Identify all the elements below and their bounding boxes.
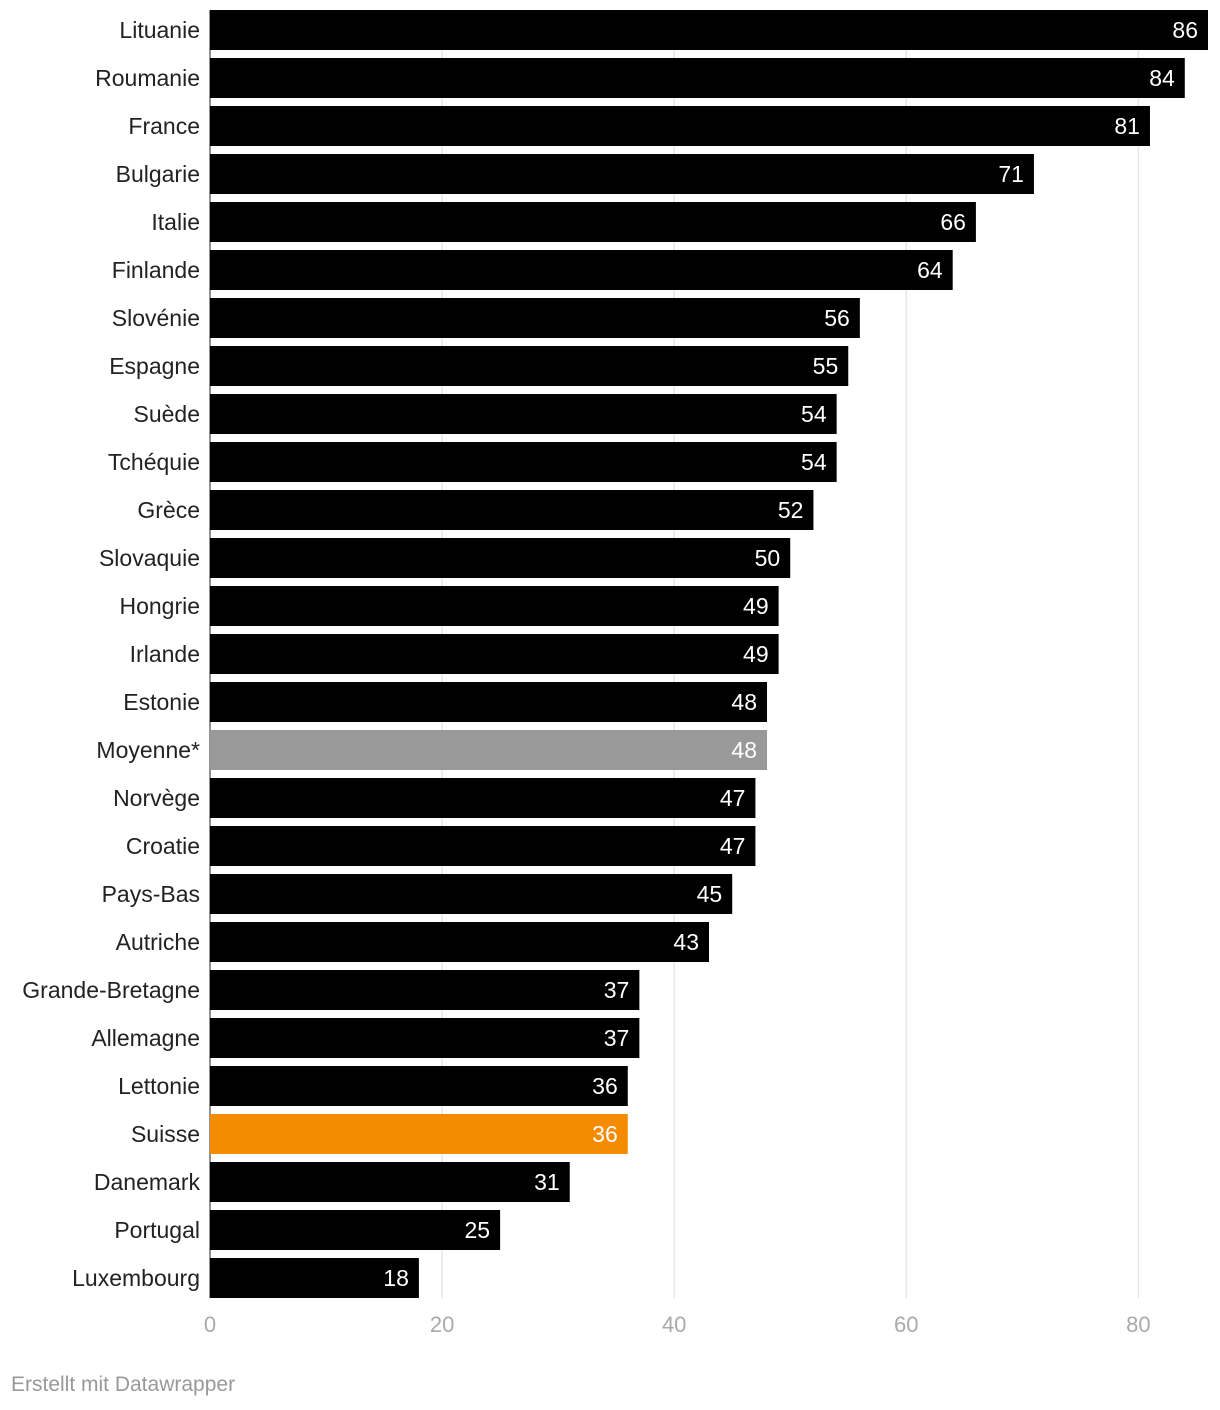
bar-espagne[interactable] <box>210 346 849 386</box>
category-label-espagne: Espagne <box>109 353 200 379</box>
bar-lettonie[interactable] <box>210 1066 628 1106</box>
bar-pays-bas[interactable] <box>210 874 733 914</box>
value-label-espagne: 55 <box>813 353 839 379</box>
category-label-grèce: Grèce <box>137 497 200 523</box>
category-label-france: France <box>128 113 200 139</box>
x-tick-label-40: 40 <box>662 1312 686 1337</box>
bar-grande-bretagne[interactable] <box>210 970 640 1010</box>
bar-tchéquie[interactable] <box>210 442 837 482</box>
bar-moyenne[interactable] <box>210 730 768 770</box>
category-label-autriche: Autriche <box>116 929 200 955</box>
x-tick-label-20: 20 <box>430 1312 454 1337</box>
value-label-grèce: 52 <box>778 497 804 523</box>
bar-allemagne[interactable] <box>210 1018 640 1058</box>
category-labels: Lituanie Roumanie France Bulgarie Italie Finl… <box>22 17 200 1291</box>
category-label-luxembourg: Luxembourg <box>72 1265 200 1291</box>
value-label-france: 81 <box>1114 113 1140 139</box>
bar-suisse[interactable] <box>210 1114 628 1154</box>
category-label-suède: Suède <box>133 401 200 427</box>
bar-hongrie[interactable] <box>210 586 779 626</box>
bar-estonie[interactable] <box>210 682 768 722</box>
category-label-irlande: Irlande <box>130 641 200 667</box>
value-label-slovaquie: 50 <box>755 545 781 571</box>
category-label-suisse: Suisse <box>131 1121 200 1147</box>
value-label-roumanie: 84 <box>1149 65 1175 91</box>
bar-finlande[interactable] <box>210 250 953 290</box>
bar-danemark[interactable] <box>210 1162 570 1202</box>
x-axis-ticks: 0 20 40 60 80 <box>204 1312 1151 1337</box>
value-label-croatie: 47 <box>720 833 746 859</box>
bar-slovaquie[interactable] <box>210 538 791 578</box>
value-label-bulgarie: 71 <box>998 161 1024 187</box>
category-label-portugal: Portugal <box>114 1217 200 1243</box>
category-label-hongrie: Hongrie <box>119 593 200 619</box>
bar-roumanie[interactable] <box>210 58 1185 98</box>
bar-suède[interactable] <box>210 394 837 434</box>
category-label-slovénie: Slovénie <box>112 305 200 331</box>
category-label-estonie: Estonie <box>123 689 200 715</box>
category-label-lettonie: Lettonie <box>118 1073 200 1099</box>
bar-italie[interactable] <box>210 202 976 242</box>
bar-irlande[interactable] <box>210 634 779 674</box>
bar-portugal[interactable] <box>210 1210 501 1250</box>
bar-france[interactable] <box>210 106 1150 146</box>
value-label-allemagne: 37 <box>604 1025 630 1051</box>
category-label-finlande: Finlande <box>112 257 200 283</box>
bar-norvège[interactable] <box>210 778 756 818</box>
value-label-tchéquie: 54 <box>801 449 827 475</box>
bar-lituanie[interactable] <box>210 10 1208 50</box>
category-label-pays-bas: Pays-Bas <box>102 881 200 907</box>
category-label-grande-bretagne: Grande-Bretagne <box>22 977 200 1003</box>
value-label-autriche: 43 <box>673 929 699 955</box>
value-label-estonie: 48 <box>731 689 757 715</box>
credit-footer[interactable]: Erstellt mit Datawrapper <box>11 1373 236 1396</box>
bar-slovénie[interactable] <box>210 298 860 338</box>
value-label-danemark: 31 <box>534 1169 560 1195</box>
category-label-danemark: Danemark <box>94 1169 201 1195</box>
x-tick-label-60: 60 <box>894 1312 918 1337</box>
value-label-portugal: 25 <box>465 1217 491 1243</box>
bar-grèce[interactable] <box>210 490 814 530</box>
bar-bulgarie[interactable] <box>210 154 1034 194</box>
value-label-suède: 54 <box>801 401 827 427</box>
category-label-norvège: Norvège <box>113 785 200 811</box>
bar-luxembourg[interactable] <box>210 1258 419 1298</box>
x-tick-label-80: 80 <box>1126 1312 1150 1337</box>
value-label-norvège: 47 <box>720 785 746 811</box>
value-label-italie: 66 <box>940 209 966 235</box>
category-label-croatie: Croatie <box>126 833 200 859</box>
bar-chart: Lituanie Roumanie France Bulgarie Italie Finl… <box>22 10 1208 1337</box>
category-label-bulgarie: Bulgarie <box>116 161 200 187</box>
category-label-tchéquie: Tchéquie <box>108 449 200 475</box>
value-label-luxembourg: 18 <box>383 1265 409 1291</box>
value-label-lettonie: 36 <box>592 1073 618 1099</box>
value-label-irlande: 49 <box>743 641 769 667</box>
value-label-moyenne: 48 <box>731 737 757 763</box>
bar-croatie[interactable] <box>210 826 756 866</box>
category-label-lituanie: Lituanie <box>119 17 200 43</box>
value-label-lituanie: 86 <box>1172 17 1198 43</box>
category-label-roumanie: Roumanie <box>95 65 200 91</box>
value-label-finlande: 64 <box>917 257 943 283</box>
category-label-slovaquie: Slovaquie <box>99 545 200 571</box>
category-label-italie: Italie <box>151 209 200 235</box>
x-tick-label-0: 0 <box>204 1312 216 1337</box>
value-label-suisse: 36 <box>592 1121 618 1147</box>
value-labels: 86 84 81 71 66 64 56 55 54 54 52 50 49 49 48 48 47 47 45 43… <box>383 17 1198 1291</box>
category-label-moyenne: Moyenne* <box>96 737 200 763</box>
value-label-hongrie: 49 <box>743 593 769 619</box>
category-label-allemagne: Allemagne <box>91 1025 200 1051</box>
value-label-pays-bas: 45 <box>697 881 723 907</box>
value-label-grande-bretagne: 37 <box>604 977 630 1003</box>
bars <box>210 10 1208 1298</box>
value-label-slovénie: 56 <box>824 305 850 331</box>
bar-autriche[interactable] <box>210 922 709 962</box>
